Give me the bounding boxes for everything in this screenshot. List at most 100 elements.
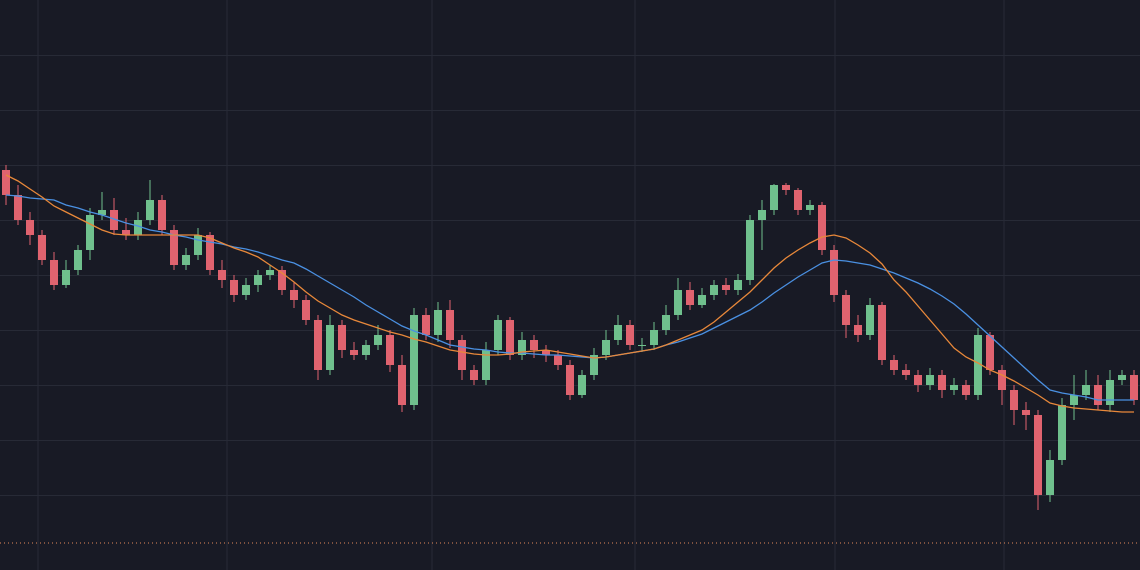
candle-body bbox=[914, 375, 922, 385]
candle-body bbox=[530, 340, 538, 350]
candle-body bbox=[374, 335, 382, 345]
candle-body bbox=[326, 325, 334, 370]
candle-body bbox=[686, 290, 694, 305]
candle-body bbox=[950, 385, 958, 390]
candle-body bbox=[926, 375, 934, 385]
candle-body bbox=[1118, 375, 1126, 380]
candle-body bbox=[194, 235, 202, 255]
candle-body bbox=[878, 305, 886, 360]
candle-body bbox=[38, 235, 46, 260]
candle-body bbox=[110, 210, 118, 230]
candle-body bbox=[482, 350, 490, 380]
candle-body bbox=[986, 335, 994, 370]
candle-body bbox=[638, 345, 646, 346]
candle-body bbox=[710, 285, 718, 295]
candle-body bbox=[830, 250, 838, 295]
candle-body bbox=[242, 285, 250, 295]
candle-body bbox=[962, 385, 970, 395]
moving-average-line bbox=[5, 174, 1134, 413]
candle-body bbox=[398, 365, 406, 405]
candle-body bbox=[458, 340, 466, 370]
candle-body bbox=[1010, 390, 1018, 410]
candle-body bbox=[290, 290, 298, 300]
moving-average-line bbox=[5, 194, 1134, 401]
candle-body bbox=[974, 335, 982, 395]
candle-body bbox=[854, 325, 862, 335]
candle-body bbox=[890, 360, 898, 370]
candle-body bbox=[734, 280, 742, 290]
candle-body bbox=[998, 370, 1006, 390]
candle-body bbox=[74, 250, 82, 270]
candle-body bbox=[770, 185, 778, 210]
candle-body bbox=[434, 310, 442, 335]
candle-body bbox=[746, 220, 754, 280]
candle-body bbox=[362, 345, 370, 355]
candle-body bbox=[650, 330, 658, 345]
candle-body bbox=[134, 220, 142, 235]
candle-body bbox=[146, 200, 154, 220]
candle-body bbox=[554, 355, 562, 365]
candle-body bbox=[794, 190, 802, 210]
candle-body bbox=[1130, 375, 1138, 400]
candle-body bbox=[254, 275, 262, 285]
candle-body bbox=[674, 290, 682, 315]
candle-body bbox=[386, 335, 394, 365]
candle-body bbox=[1070, 395, 1078, 405]
candle-body bbox=[842, 295, 850, 325]
candle-body bbox=[98, 210, 106, 215]
candle-body bbox=[266, 270, 274, 275]
candle-body bbox=[26, 220, 34, 235]
candle-body bbox=[626, 325, 634, 345]
candle-body bbox=[218, 270, 226, 280]
candle-body bbox=[230, 280, 238, 295]
candle-body bbox=[446, 310, 454, 340]
candle-body bbox=[470, 370, 478, 380]
candle-body bbox=[602, 340, 610, 355]
candle-body bbox=[350, 350, 358, 355]
candle-body bbox=[590, 355, 598, 375]
candle-body bbox=[938, 375, 946, 390]
candle-body bbox=[422, 315, 430, 335]
candle-body bbox=[578, 375, 586, 395]
candle-body bbox=[566, 365, 574, 395]
candle-body bbox=[302, 300, 310, 320]
candle-body bbox=[62, 270, 70, 285]
candle-body bbox=[86, 215, 94, 250]
candle-body bbox=[158, 200, 166, 230]
candle-body bbox=[542, 350, 550, 355]
candle-body bbox=[614, 325, 622, 340]
candle-body bbox=[1046, 460, 1054, 495]
candle-body bbox=[170, 230, 178, 265]
candle-body bbox=[314, 320, 322, 370]
candle-body bbox=[818, 205, 826, 250]
candle-body bbox=[806, 205, 814, 210]
candle-body bbox=[1094, 385, 1102, 405]
candle-body bbox=[758, 210, 766, 220]
candle-body bbox=[182, 255, 190, 265]
candle-body bbox=[1022, 410, 1030, 415]
candle-body bbox=[494, 320, 502, 350]
candle-body bbox=[662, 315, 670, 330]
candle-body bbox=[2, 170, 10, 195]
candle-body bbox=[866, 305, 874, 335]
candle-body bbox=[410, 315, 418, 405]
candle-body bbox=[782, 185, 790, 190]
candle-body bbox=[278, 270, 286, 290]
candle-body bbox=[14, 195, 22, 220]
candle-body bbox=[1106, 380, 1114, 405]
candle-body bbox=[338, 325, 346, 350]
candle-body bbox=[206, 235, 214, 270]
candle-body bbox=[506, 320, 514, 355]
candle-body bbox=[1058, 405, 1066, 460]
candle-body bbox=[902, 370, 910, 375]
candle-body bbox=[50, 260, 58, 285]
candle-body bbox=[1082, 385, 1090, 395]
candle-body bbox=[122, 230, 130, 235]
candle-body bbox=[722, 285, 730, 290]
candle-body bbox=[1034, 415, 1042, 495]
candle-body bbox=[518, 340, 526, 355]
candle-body bbox=[698, 295, 706, 305]
